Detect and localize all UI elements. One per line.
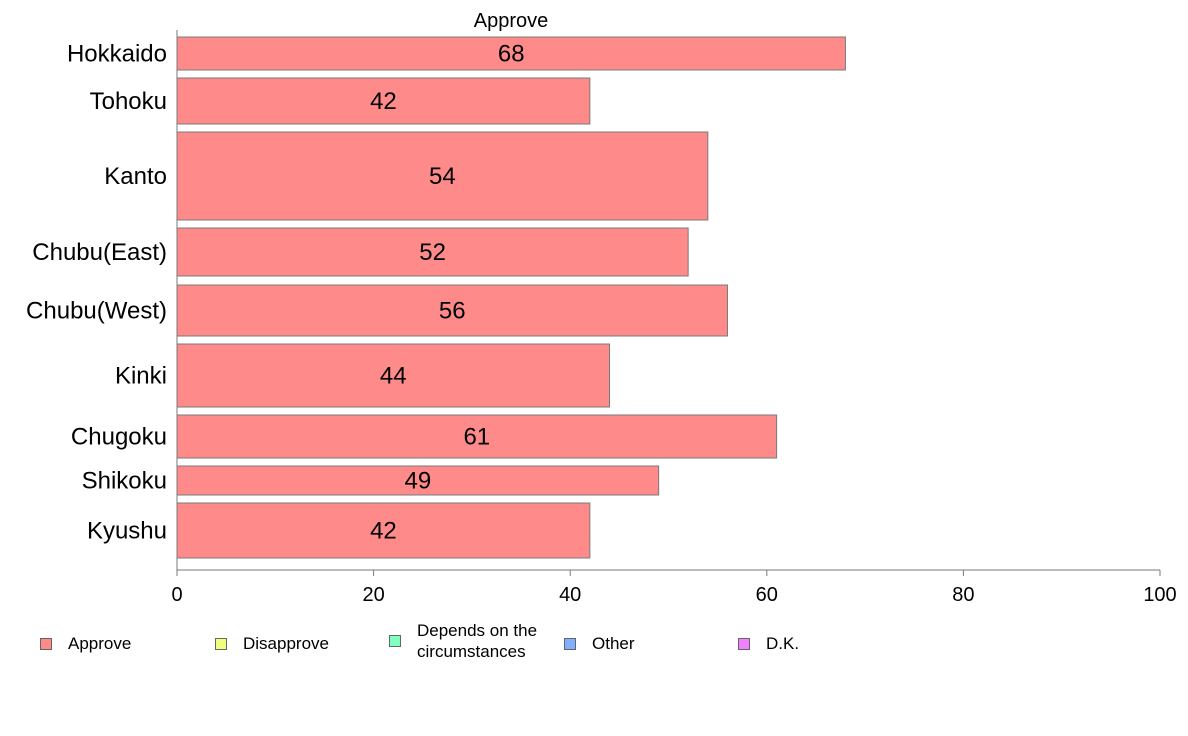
value-label-shikoku: 49 (404, 468, 431, 495)
value-label-chugoku: 61 (463, 424, 490, 451)
legend-label-approve: Approve (68, 634, 132, 653)
bar-chart: Approve Hokkaido 68 Tohoku 42 Kanto 54 Chubu(E… (26, 10, 1177, 606)
legend-swatch-other (564, 637, 576, 650)
value-label-chubu-east: 52 (419, 239, 446, 266)
x-tick-label-60: 60 (756, 584, 778, 606)
legend-swatch-dk (738, 637, 750, 650)
bar-kinki (176, 343, 611, 408)
legend-label-dk: D.K. (766, 634, 800, 653)
bars-group: Hokkaido 68 Tohoku 42 Kanto 54 Chubu(East) 52 Ch… (26, 36, 846, 559)
bar-chubu-west (176, 284, 728, 337)
value-label-kyushu: 42 (370, 518, 397, 545)
bar-chugoku (176, 414, 778, 459)
x-tick-label-40: 40 (559, 584, 581, 606)
legend-label-depends: Depends on the circumstances (417, 621, 538, 661)
legend-label-disapprove: Disapprove (243, 634, 329, 653)
category-label-tohoku: Tohoku (90, 88, 167, 115)
category-label-chubu-east: Chubu(East) (32, 239, 167, 266)
category-label-chubu-west: Chubu(West) (26, 298, 167, 325)
legend-swatch-approve (40, 637, 52, 650)
bar-hokkaido (176, 36, 846, 71)
bar-kanto (176, 131, 709, 221)
legend-item-other: Other (564, 633, 635, 654)
category-label-shikoku: Shikoku (82, 468, 167, 495)
legend-label-other: Other (592, 634, 635, 653)
x-tick-label-80: 80 (952, 584, 974, 606)
value-label-kanto: 54 (429, 163, 456, 190)
bar-chubu-east (176, 227, 689, 277)
category-label-kyushu: Kyushu (87, 518, 167, 545)
category-label-hokkaido: Hokkaido (67, 41, 167, 68)
category-label-chugoku: Chugoku (71, 424, 167, 451)
legend-item-dk: D.K. (738, 633, 799, 654)
value-label-kinki: 44 (380, 363, 407, 390)
value-label-hokkaido: 68 (498, 41, 525, 68)
chart-title: Approve (474, 10, 549, 32)
legend-item-depends: Depends on the circumstances (389, 620, 567, 662)
value-label-chubu-west: 56 (439, 298, 466, 325)
x-axis: 0 20 40 60 80 100 (171, 30, 1177, 606)
category-label-kinki: Kinki (115, 363, 167, 390)
x-tick-label-20: 20 (362, 584, 384, 606)
x-tick-label-100: 100 (1143, 584, 1176, 606)
bar-tohoku (176, 77, 591, 125)
value-label-tohoku: 42 (370, 88, 397, 115)
legend-item-disapprove: Disapprove (215, 633, 329, 654)
category-label-kanto: Kanto (104, 163, 167, 190)
legend-item-approve: Approve (40, 633, 131, 654)
x-tick-label-0: 0 (171, 584, 182, 606)
legend-swatch-depends (389, 635, 401, 647)
legend: Approve Disapprove Depends on the circum… (0, 620, 1188, 670)
legend-swatch-disapprove (215, 637, 227, 650)
